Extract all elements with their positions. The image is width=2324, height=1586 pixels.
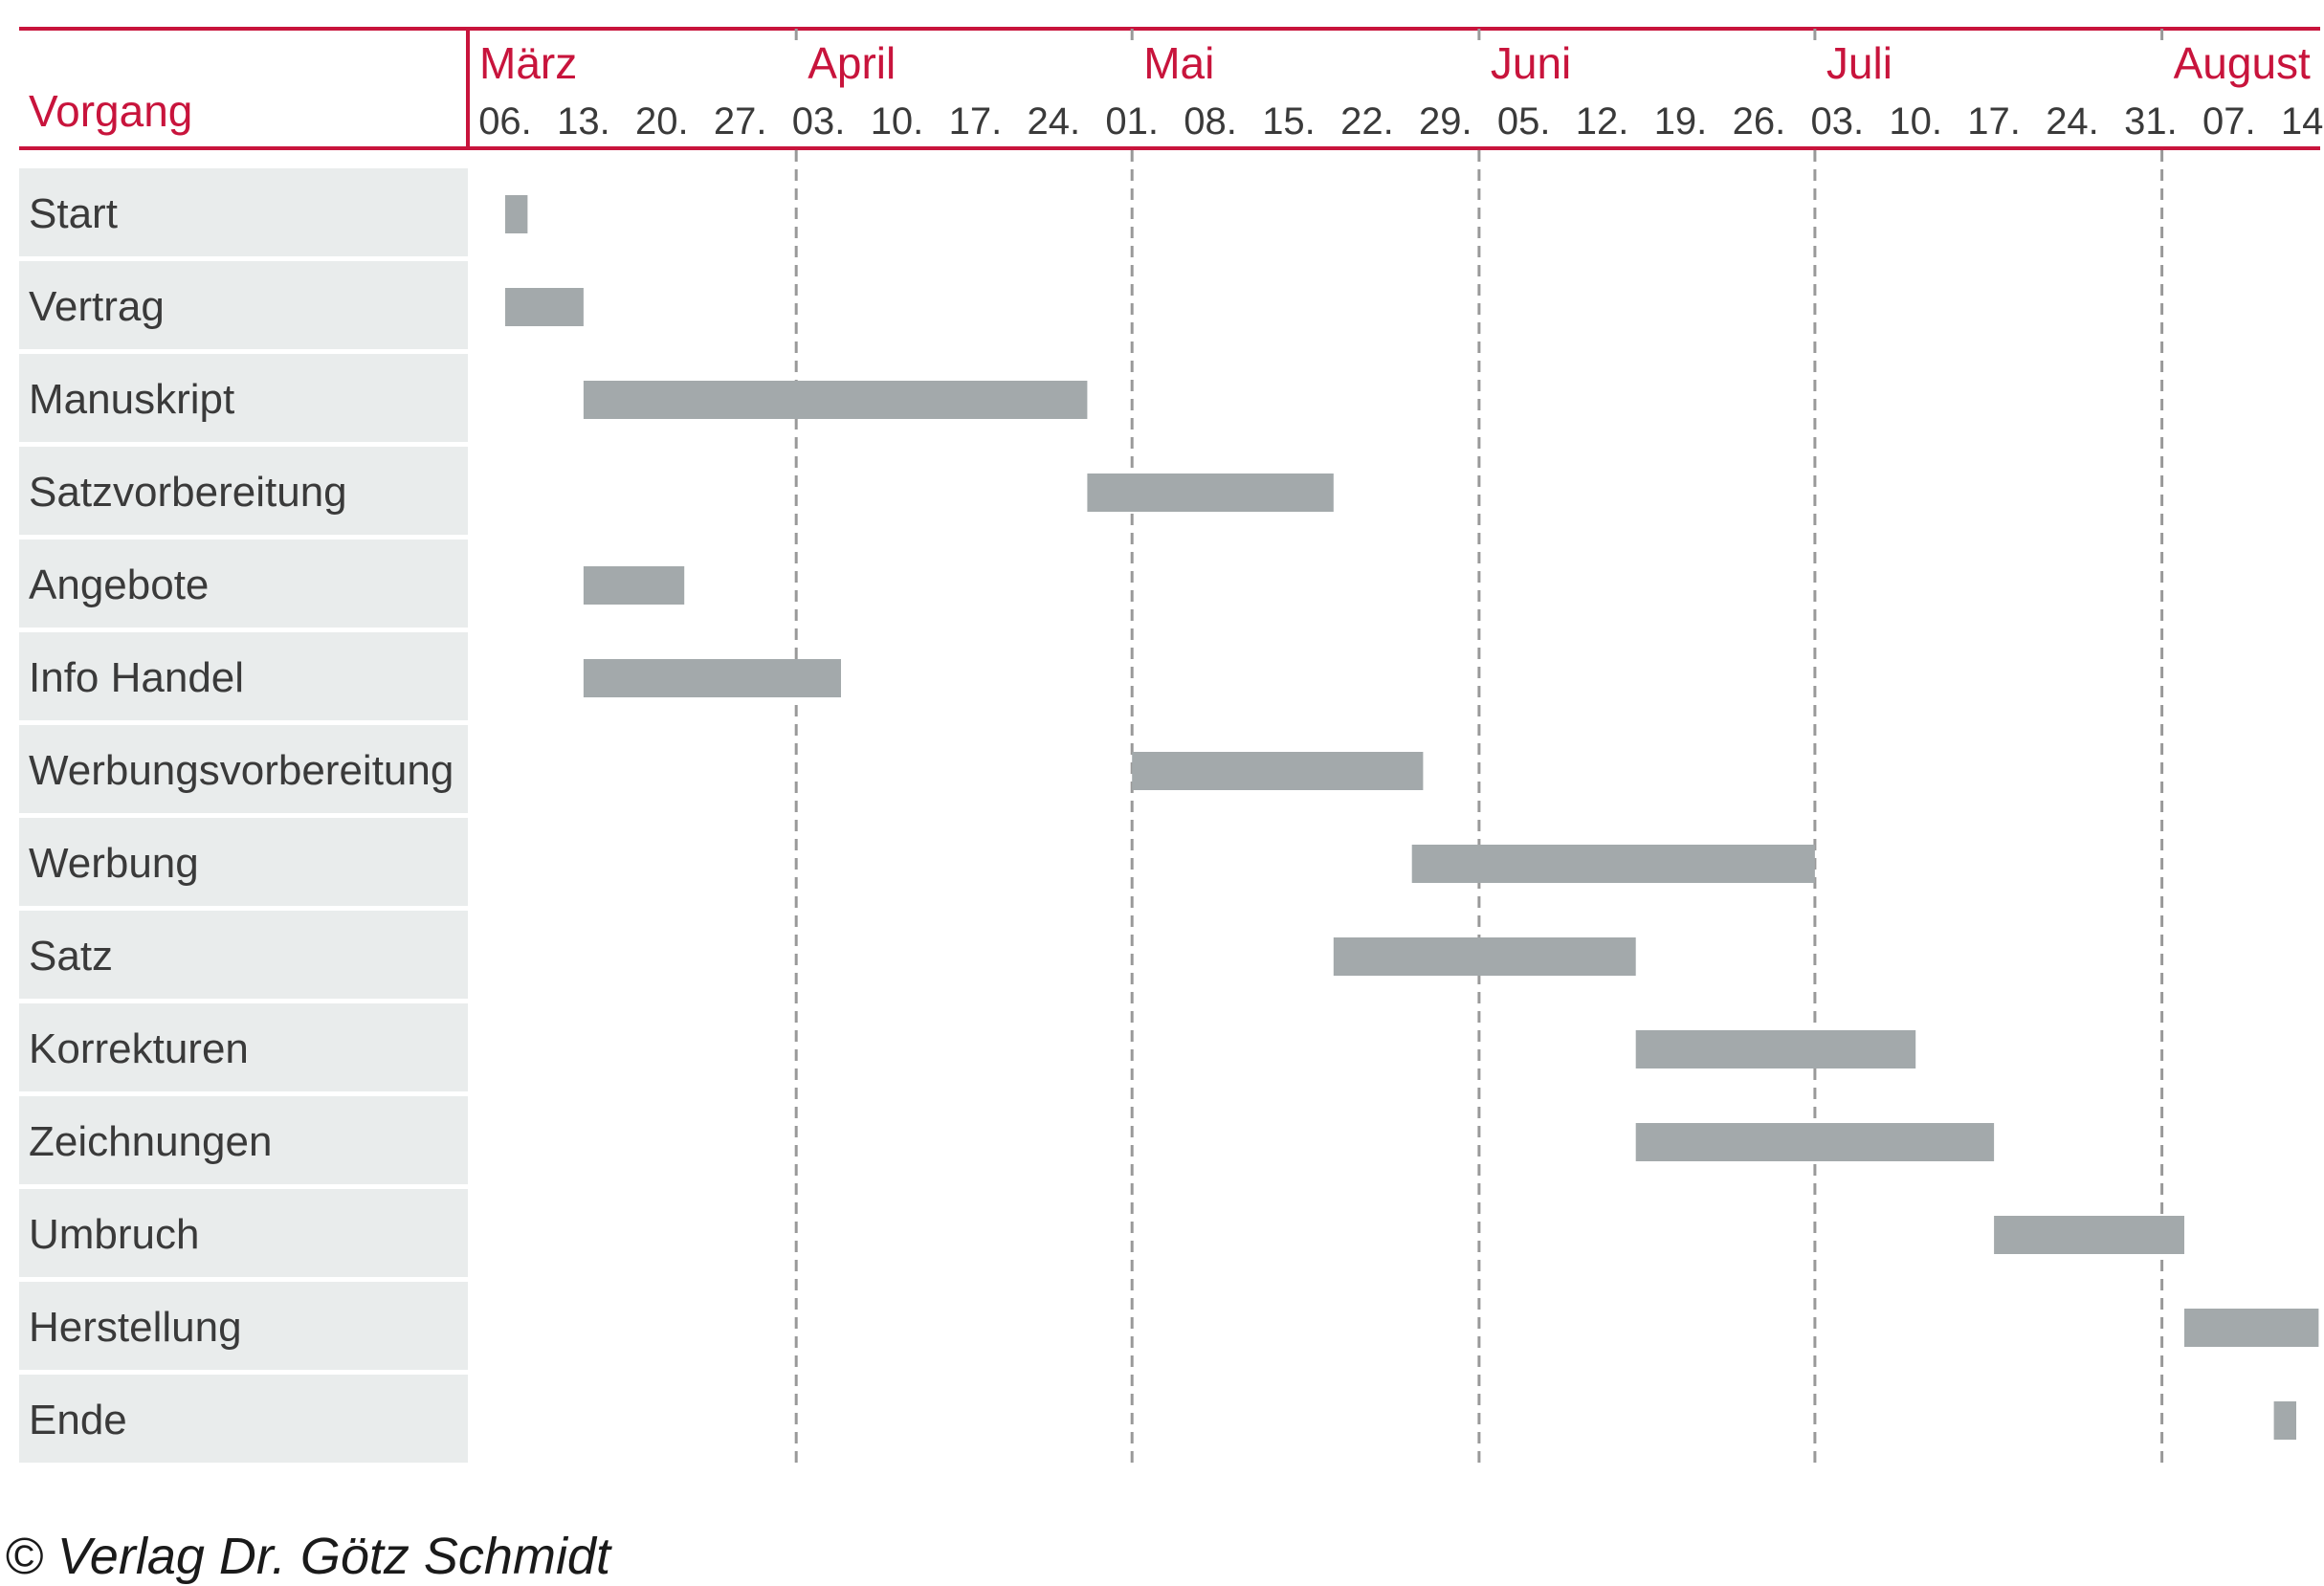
week-tick-label: 15. [1262, 100, 1316, 143]
task-label: Satz [29, 933, 113, 980]
task-label: Satzvorbereitung [29, 469, 347, 516]
task-label-cell [19, 354, 468, 442]
week-tick-label: 10. [871, 100, 924, 143]
week-tick-label: 29. [1419, 100, 1472, 143]
task-bar [1333, 937, 1636, 976]
task-label-cell [19, 818, 468, 906]
week-tick-label: 03. [792, 100, 846, 143]
task-label-cell [19, 1282, 468, 1370]
task-label: Umbruch [29, 1211, 200, 1258]
month-label: Juli [1826, 38, 1892, 88]
task-label-cell [19, 540, 468, 628]
task-bar [583, 381, 1088, 419]
week-tick-label: 13. [557, 100, 610, 143]
task-label-cell [19, 261, 468, 349]
week-tick-label: 10. [1889, 100, 1942, 143]
task-label: Vertrag [29, 283, 165, 330]
week-tick-label: 19. [1654, 100, 1708, 143]
task-label-cell [19, 1003, 468, 1091]
week-tick-label: 26. [1733, 100, 1786, 143]
month-label: August [2174, 38, 2311, 88]
task-label: Angebote [29, 562, 209, 608]
week-tick-label: 12. [1576, 100, 1629, 143]
week-tick-label: 07. [2202, 100, 2256, 143]
week-tick-label: 03. [1810, 100, 1864, 143]
task-label-cell [19, 911, 468, 999]
task-bar [1635, 1030, 1916, 1068]
task-label-cell [19, 632, 468, 720]
task-bar [1635, 1123, 1995, 1161]
task-label-cell [19, 1189, 468, 1277]
copyright-text: © Verlag Dr. Götz Schmidt [5, 1528, 610, 1585]
row-header-label: Vorgang [29, 86, 192, 136]
week-tick-label: 24. [1027, 100, 1080, 143]
week-tick-label: 17. [1967, 100, 2021, 143]
task-bar [2184, 1309, 2319, 1347]
week-tick-label: 05. [1497, 100, 1551, 143]
week-tick-label: 17. [949, 100, 1003, 143]
task-bar [1132, 752, 1424, 790]
task-label: Manuskript [29, 376, 234, 423]
task-bar [2273, 1401, 2296, 1440]
gantt-chart: Vorgang Start Vertrag Manuskript Satzvorbere… [19, 27, 2324, 1463]
task-label: Herstellung [29, 1304, 242, 1351]
task-label-cell [19, 168, 468, 256]
task-label: Zeichnungen [29, 1118, 272, 1165]
task-label: Start [29, 190, 118, 237]
task-label: Info Handel [29, 654, 244, 701]
task-bar [505, 195, 528, 233]
task-bar [583, 659, 841, 697]
task-bar [1087, 474, 1334, 512]
month-label: Mai [1143, 38, 1214, 88]
week-tick-label: 14. [2281, 100, 2324, 143]
task-label: Korrekturen [29, 1025, 249, 1072]
task-label: Ende [29, 1397, 127, 1443]
month-label: Juni [1491, 38, 1571, 88]
task-label-cell [19, 1096, 468, 1184]
task-bar [1411, 845, 1815, 883]
task-bar [583, 566, 685, 605]
week-tick-label: 01. [1105, 100, 1159, 143]
task-label-cell [19, 725, 468, 813]
week-tick-label: 08. [1184, 100, 1237, 143]
task-bar [505, 288, 584, 326]
task-label: Werbung [29, 840, 199, 887]
task-label: Werbungsvorbereitung [29, 747, 454, 794]
week-tick-label: 24. [2046, 100, 2099, 143]
week-tick-label: 27. [714, 100, 767, 143]
task-bar [1994, 1216, 2184, 1254]
month-label: März [479, 38, 577, 88]
week-tick-label: 20. [635, 100, 689, 143]
week-tick-label: 31. [2124, 100, 2178, 143]
week-tick-label: 22. [1340, 100, 1394, 143]
task-label-cell [19, 447, 468, 535]
week-tick-label: 06. [478, 100, 532, 143]
task-label-cell [19, 1375, 468, 1463]
month-label: April [808, 38, 896, 88]
